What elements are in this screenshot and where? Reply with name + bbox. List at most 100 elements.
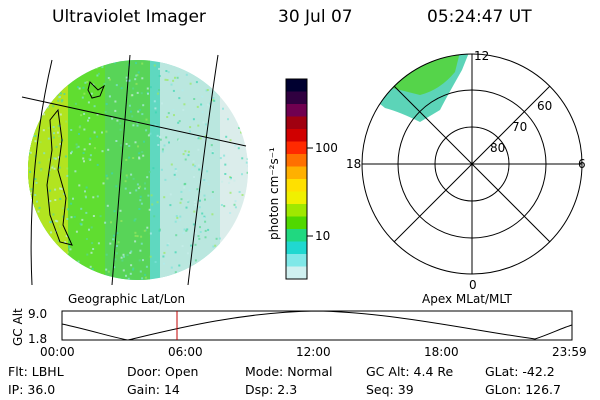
altitude-xtick: 12:00 [296, 345, 331, 359]
speckle [29, 191, 32, 194]
speckle [235, 114, 238, 117]
speckle [79, 125, 82, 128]
speckle [233, 71, 236, 73]
speckle [52, 213, 55, 216]
speckle [245, 140, 248, 143]
speckle [206, 89, 209, 91]
speckle [83, 128, 86, 131]
speckle [56, 72, 59, 75]
speckle [141, 279, 143, 280]
speckle [164, 178, 167, 181]
speckle [105, 253, 108, 256]
speckle [129, 191, 132, 194]
speckle [136, 74, 139, 77]
speckle [34, 194, 37, 196]
speckle [187, 154, 190, 157]
speckle [234, 67, 237, 70]
speckle [122, 269, 125, 272]
speckle [42, 129, 45, 132]
speckle [180, 198, 183, 201]
speckle [96, 74, 99, 77]
speckle [112, 238, 115, 241]
speckle [249, 67, 251, 69]
speckle [186, 199, 189, 202]
speckle [87, 61, 90, 64]
speckle [125, 76, 128, 79]
speckle [241, 111, 244, 114]
speckle [185, 73, 188, 76]
altitude-curve [61, 310, 573, 341]
speckle [182, 109, 185, 111]
speckle [62, 215, 65, 218]
speckle [68, 78, 70, 81]
speckle [43, 108, 46, 111]
speckle [121, 259, 124, 262]
info-flt: Flt: LBHL [8, 364, 64, 379]
speckle [238, 127, 241, 129]
speckle [65, 235, 68, 238]
speckle [136, 124, 139, 127]
colorbar-segment [286, 154, 307, 167]
speckle [176, 216, 179, 219]
speckle [120, 220, 123, 222]
colorbar-segment [286, 91, 307, 105]
speckle [53, 157, 56, 160]
speckle [197, 124, 200, 127]
colorbar-segment [286, 166, 307, 180]
speckle [124, 180, 127, 183]
speckle [243, 135, 246, 138]
speckle [31, 235, 34, 238]
speckle [55, 261, 58, 264]
speckle [88, 158, 91, 160]
speckle [40, 168, 43, 171]
speckle [237, 147, 240, 150]
speckle [179, 215, 182, 218]
speckle [199, 231, 202, 233]
speckle [147, 92, 149, 95]
colorbar-segment [286, 204, 307, 217]
speckle [70, 202, 73, 205]
speckle [62, 250, 64, 253]
speckle [153, 215, 156, 218]
speckle [140, 202, 143, 205]
speckle [167, 71, 170, 74]
speckle [48, 158, 51, 161]
speckle [74, 102, 77, 105]
speckle [105, 130, 108, 133]
speckle [95, 66, 98, 69]
speckle [128, 104, 131, 107]
speckle [200, 273, 203, 276]
speckle [177, 73, 180, 76]
speckle [154, 261, 157, 263]
geo-image-panel [21, 54, 251, 286]
speckle [116, 119, 119, 122]
speckle [52, 105, 55, 108]
speckle [144, 187, 147, 190]
speckle [169, 204, 172, 207]
colorbar-frame [285, 78, 308, 280]
speckle [89, 154, 92, 157]
speckle [67, 60, 70, 63]
speckle [59, 197, 62, 200]
speckle [114, 61, 117, 64]
speckle [215, 237, 218, 240]
speckle [142, 154, 145, 157]
speckle [56, 220, 59, 223]
speckle [88, 143, 91, 146]
speckle [85, 186, 88, 189]
speckle [152, 167, 155, 170]
speckle [175, 170, 178, 172]
speckle [39, 141, 42, 144]
speckle [161, 150, 164, 153]
geo-panel-label: Geographic Lat/Lon [68, 292, 185, 306]
speckle [200, 69, 203, 72]
speckle [149, 132, 152, 135]
speckle [88, 269, 91, 272]
speckle [175, 215, 178, 217]
speckle [34, 178, 37, 181]
speckle [238, 191, 241, 193]
speckle [96, 113, 99, 116]
speckle [78, 87, 81, 90]
speckle [225, 135, 228, 138]
speckle [114, 258, 117, 261]
